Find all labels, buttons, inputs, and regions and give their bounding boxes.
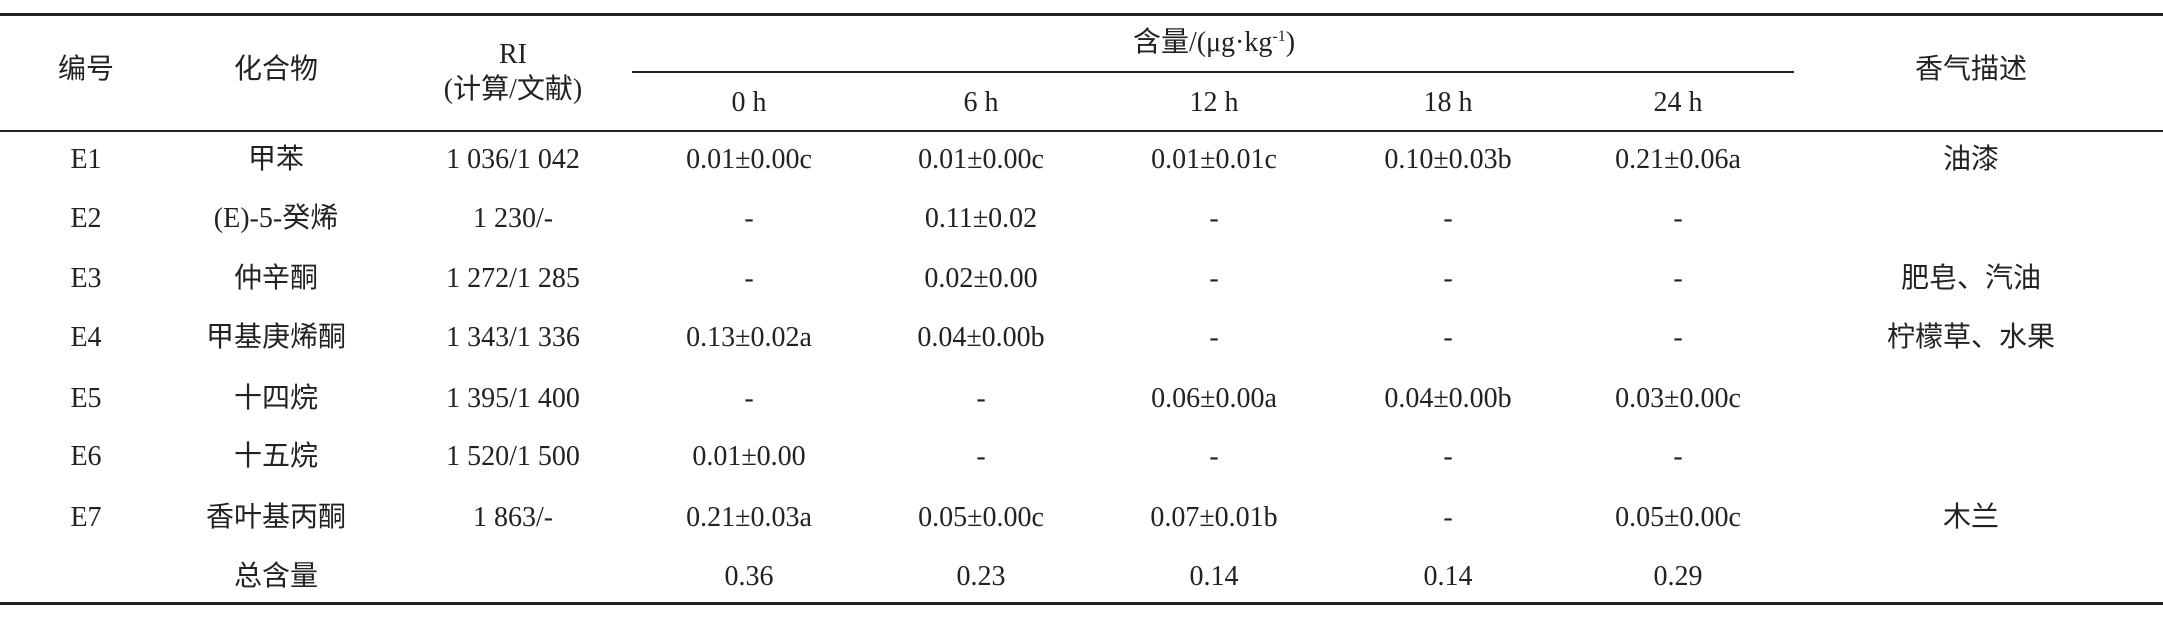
table-cell: 0.07±0.01b: [1150, 502, 1278, 533]
group-rule: [632, 71, 1794, 73]
table-cell: 十五烷: [233, 441, 319, 472]
table-cell: 木兰: [1942, 502, 2000, 533]
header-compound: 化合物: [233, 54, 319, 85]
bottom-rule: [0, 602, 2163, 605]
header-ri: RI: [499, 39, 527, 70]
table-cell: 油漆: [1942, 144, 2000, 175]
table-cell: -: [1673, 441, 1683, 472]
table-cell: 0.04±0.00b: [1384, 383, 1512, 414]
table-cell: 1 863/-: [472, 502, 554, 533]
table-cell: E1: [70, 144, 102, 175]
header-time: 24 h: [1653, 87, 1703, 118]
table-cell: 十四烷: [233, 383, 319, 414]
table-cell: E4: [70, 322, 102, 353]
table-cell: 0.05±0.00c: [1615, 502, 1741, 533]
content-close: ): [1285, 27, 1296, 59]
table-cell: 0.11±0.02: [924, 203, 1038, 234]
table-cell: -: [1209, 322, 1219, 353]
table-cell: -: [1673, 263, 1683, 294]
table-cell: 甲基庚烯酮: [205, 322, 347, 353]
table-cell: 0.02±0.00: [924, 263, 1038, 294]
table-cell: -: [1443, 441, 1453, 472]
table-cell: E3: [70, 263, 102, 294]
header-time: 0 h: [731, 87, 767, 118]
table-cell: E6: [70, 441, 102, 472]
header-ri-note: (计算/文献): [443, 74, 583, 105]
table-cell: -: [744, 263, 754, 294]
table-cell: 0.06±0.00a: [1151, 383, 1277, 414]
content-sup: -1: [1272, 27, 1286, 45]
header-aroma: 香气描述: [1914, 54, 2028, 85]
table-cell: -: [1209, 203, 1219, 234]
table-cell: 0.01±0.01c: [1151, 144, 1277, 175]
table-cell: -: [1209, 263, 1219, 294]
table-cell: 0.03±0.00c: [1615, 383, 1741, 414]
table-cell: 0.36: [724, 561, 774, 592]
table-cell: 1 230/-: [472, 203, 554, 234]
table-cell: 0.29: [1653, 561, 1703, 592]
table-cell: -: [976, 383, 986, 414]
table-cell: 0.01±0.00c: [918, 144, 1044, 175]
header-time: 12 h: [1189, 87, 1239, 118]
content-header: 含量/(μg·kg-1): [1132, 27, 1296, 59]
table-cell: 香叶基丙酮: [205, 502, 347, 533]
content-label: 含量/(μg·kg: [1132, 27, 1273, 59]
table-cell: -: [744, 203, 754, 234]
table-cell: 0.01±0.00c: [686, 144, 812, 175]
table-cell: 1 036/1 042: [446, 144, 580, 175]
table-cell: 1 343/1 336: [446, 322, 580, 353]
table-cell: 0.13±0.02a: [686, 322, 812, 353]
header-rule: [0, 130, 2163, 132]
table-cell: -: [1209, 441, 1219, 472]
table-cell: -: [1443, 203, 1453, 234]
table-cell: 总含量: [233, 561, 319, 592]
table-cell: E2: [70, 203, 102, 234]
header-id: 编号: [57, 54, 115, 85]
table-cell: 0.05±0.00c: [918, 502, 1044, 533]
table-cell: 甲苯: [247, 144, 305, 175]
table-cell: 仲辛酮: [233, 263, 319, 294]
table-cell: 1 272/1 285: [446, 263, 580, 294]
table-cell: -: [1673, 322, 1683, 353]
table-cell: 0.14: [1189, 561, 1239, 592]
table-cell: 0.04±0.00b: [917, 322, 1045, 353]
header-time: 6 h: [963, 87, 999, 118]
table-cell: -: [1443, 322, 1453, 353]
table-cell: E7: [70, 502, 102, 533]
table-cell: -: [744, 383, 754, 414]
table-cell: 0.10±0.03b: [1384, 144, 1512, 175]
table-cell: 0.01±0.00: [692, 441, 806, 472]
table-cell: 1 395/1 400: [446, 383, 580, 414]
table-cell: -: [1443, 263, 1453, 294]
table-cell: 0.21±0.06a: [1615, 144, 1741, 175]
header-time: 18 h: [1423, 87, 1473, 118]
table-cell: -: [976, 441, 986, 472]
table-cell: -: [1443, 502, 1453, 533]
table-cell: E5: [70, 383, 102, 414]
table-cell: 1 520/1 500: [446, 441, 580, 472]
table-cell: -: [1673, 203, 1683, 234]
table-cell: 柠檬草、水果: [1886, 322, 2056, 353]
table-cell: 0.23: [956, 561, 1006, 592]
table-cell: (E)-5-癸烯: [213, 203, 339, 234]
table-cell: 0.14: [1423, 561, 1473, 592]
table-cell: 0.21±0.03a: [686, 502, 812, 533]
top-rule: [0, 13, 2163, 16]
table-cell: 肥皂、汽油: [1900, 263, 2042, 294]
